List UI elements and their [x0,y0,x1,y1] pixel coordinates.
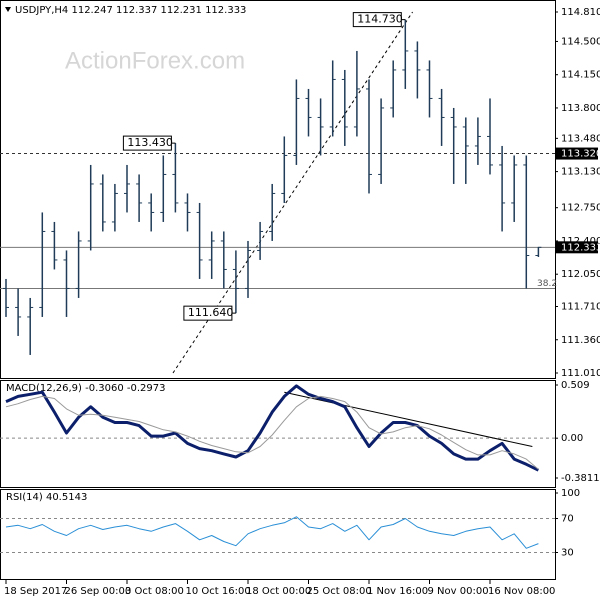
x-tick-label: 18 Oct 00:00 [246,586,311,597]
x-tick-label: 26 Sep 00:00 [65,586,132,597]
annotation-box [183,305,233,321]
y-tick-label: 113.800 [561,103,600,114]
rsi-panel [0,489,556,580]
rsi-title: RSI(14) 40.5143 [6,492,87,503]
x-tick-label: 9 Nov 00:00 [428,586,489,597]
x-tick-label: 3 Oct 08:00 [125,586,184,597]
annotation-box [352,12,402,28]
collapse-icon [5,7,11,12]
annotation-label: 113.430 [127,136,172,149]
chart-title: USDJPY,H4 112.247 112.337 112.231 112.33… [15,5,246,16]
y-tick-label: 114.150 [561,70,600,81]
y-tick-label: 111.710 [561,302,600,313]
y-tick-label: 113.480 [561,133,600,144]
price-label-box [556,241,598,254]
y-tick-label: 114.810 [561,7,600,18]
watermark: ActionForex.com [65,47,245,74]
x-tick-label: 10 Oct 16:00 [186,586,251,597]
y-tick-label: 112.750 [561,203,600,214]
indicator-line [5,395,539,470]
y-tick-label: 0.00 [561,433,583,444]
annotation-label: 111.640 [188,306,234,319]
y-tick-label: 114.500 [561,36,600,47]
macd-panel [0,380,556,488]
y-tick-label: -0.3811 [561,473,600,484]
annotation-label: 114.730 [357,13,403,26]
price-label: 113.320 [561,149,600,160]
indicator-line [5,516,539,549]
y-tick-label: 111.010 [561,368,600,379]
y-tick-label: 100 [561,488,580,499]
price-label-box [556,147,598,160]
x-tick-label: 25 Oct 08:00 [307,586,372,597]
macd-title: MACD(12,26,9) -0.3060 -0.2973 [6,383,166,394]
indicator-line [5,384,540,472]
y-tick-label: 30 [561,548,574,559]
y-tick-label: 0.509 [561,380,590,391]
y-tick-label: 111.360 [561,335,600,346]
x-tick-label: 16 Nov 08:00 [488,586,555,597]
y-tick-label: 113.130 [561,167,600,178]
y-tick-label: 112.050 [561,269,600,280]
y-tick-label: 70 [561,514,574,525]
price-panel [0,0,556,379]
annotation-box [122,135,172,151]
price-label: 112.333 [561,242,600,253]
x-tick-label: 18 Sep 2017 [4,586,67,597]
level-label: 38.2 [537,279,557,289]
x-tick-label: 1 Nov 16:00 [367,586,428,597]
